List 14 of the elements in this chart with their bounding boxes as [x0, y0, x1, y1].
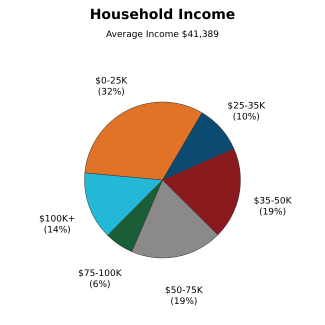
data-label: (19%) [259, 208, 286, 218]
data-label: (10%) [232, 112, 260, 123]
data-label: (14%) [44, 225, 71, 236]
chart-title: Household Income [90, 7, 236, 23]
slice-label: $50-75K [164, 286, 204, 296]
data-label: (32%) [98, 87, 125, 98]
slice-label: $25-35K [227, 102, 266, 112]
data-label: (19%) [170, 296, 198, 307]
data-label: (6%) [89, 280, 111, 290]
chart-subtitle: Average Income $41,389 [106, 30, 220, 40]
slice-label: $35-50K [254, 196, 293, 207]
slice-label: $75-100K [78, 268, 123, 279]
slice-label: $0-25K [95, 76, 128, 86]
slice-label: $100K+ [39, 214, 76, 224]
